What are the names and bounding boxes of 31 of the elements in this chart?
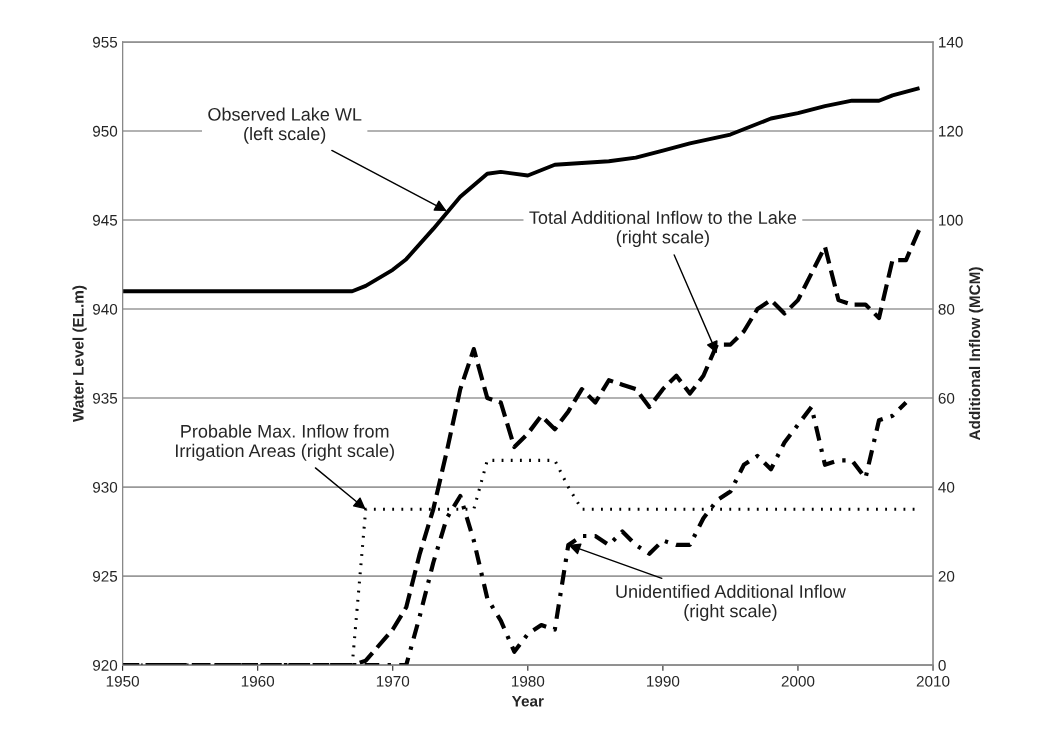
annotation: Probable Max. Inflow from Irrigation Areas (right scale) <box>175 424 394 461</box>
y-axis-title: Water Level (EL.m) <box>72 285 87 422</box>
y-tick-label: 945 <box>92 214 118 226</box>
y-tick-label: 930 <box>92 481 118 493</box>
y2-tick-label: 80 <box>938 303 955 315</box>
annotation: Total Additional Inflow to the Lake (right scale) <box>529 210 797 248</box>
annotation: Unidentified Additional Inflow (right scale) <box>616 584 846 621</box>
x-tick-label: 2010 <box>916 675 950 687</box>
y2-tick-label: 140 <box>939 36 963 48</box>
x-axis-title: Year <box>511 695 544 707</box>
y-tick-label: 925 <box>92 570 118 582</box>
y2-tick-label: 40 <box>938 481 955 493</box>
y2-axis-title: Additional Inflow (MCM) <box>968 267 984 441</box>
x-tick-label: 1960 <box>241 675 275 687</box>
x-tick-label: 1970 <box>376 675 410 687</box>
y2-tick-label: 120 <box>939 125 963 137</box>
y-tick-label: 950 <box>92 125 118 137</box>
x-tick-label: 2000 <box>781 675 815 687</box>
y2-tick-label: 60 <box>938 392 955 404</box>
line-series <box>122 86 922 294</box>
y2-tick-label: 0 <box>938 659 946 671</box>
y2-tick-label: 20 <box>938 570 955 582</box>
x-tick-label: 1980 <box>511 675 545 687</box>
y-tick-label: 920 <box>92 659 118 671</box>
x-tick-label: 1950 <box>106 675 139 687</box>
y-tick-label: 940 <box>92 303 118 315</box>
y-tick-label: 955 <box>92 36 118 48</box>
annotation: Observed Lake WL (left scale) <box>208 107 362 144</box>
y-tick-label: 935 <box>92 392 118 404</box>
y2-tick-label: 100 <box>939 214 963 226</box>
x-tick-label: 1990 <box>647 675 680 687</box>
